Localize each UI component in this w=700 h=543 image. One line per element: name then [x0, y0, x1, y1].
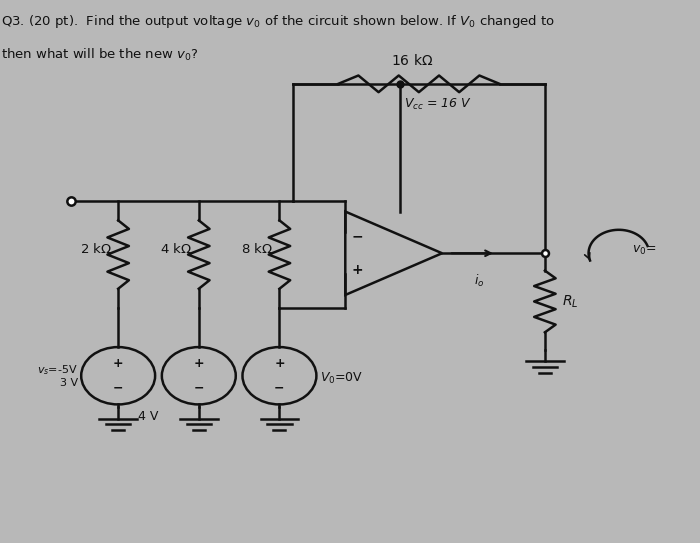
- Text: 4 V: 4 V: [138, 409, 158, 422]
- Text: $V_{cc}$ = 16 V: $V_{cc}$ = 16 V: [404, 97, 472, 112]
- Text: +: +: [274, 357, 285, 370]
- Text: $v_s$=-5V
3 V: $v_s$=-5V 3 V: [37, 363, 78, 388]
- Text: −: −: [274, 381, 285, 394]
- Text: 4 k$\Omega$: 4 k$\Omega$: [160, 242, 192, 256]
- Text: 2 k$\Omega$: 2 k$\Omega$: [80, 242, 111, 256]
- Text: 8 k$\Omega$: 8 k$\Omega$: [241, 242, 273, 256]
- Text: −: −: [193, 381, 204, 394]
- Text: $V_0$=0V: $V_0$=0V: [320, 371, 363, 386]
- Text: $i_o$: $i_o$: [474, 273, 484, 289]
- Text: $R_L$: $R_L$: [561, 293, 578, 310]
- Text: −: −: [113, 381, 123, 394]
- Text: then what will be the new $v_0$?: then what will be the new $v_0$?: [1, 47, 198, 64]
- Text: +: +: [113, 357, 123, 370]
- Text: −: −: [351, 230, 363, 244]
- Text: Q3. (20 pt).  Find the output voltage $v_0$ of the circuit shown below. If $V_0$: Q3. (20 pt). Find the output voltage $v_…: [1, 14, 554, 30]
- Text: 16 k$\Omega$: 16 k$\Omega$: [391, 53, 433, 68]
- Text: $v_0$=: $v_0$=: [632, 244, 657, 257]
- Text: +: +: [351, 263, 363, 277]
- Text: +: +: [193, 357, 204, 370]
